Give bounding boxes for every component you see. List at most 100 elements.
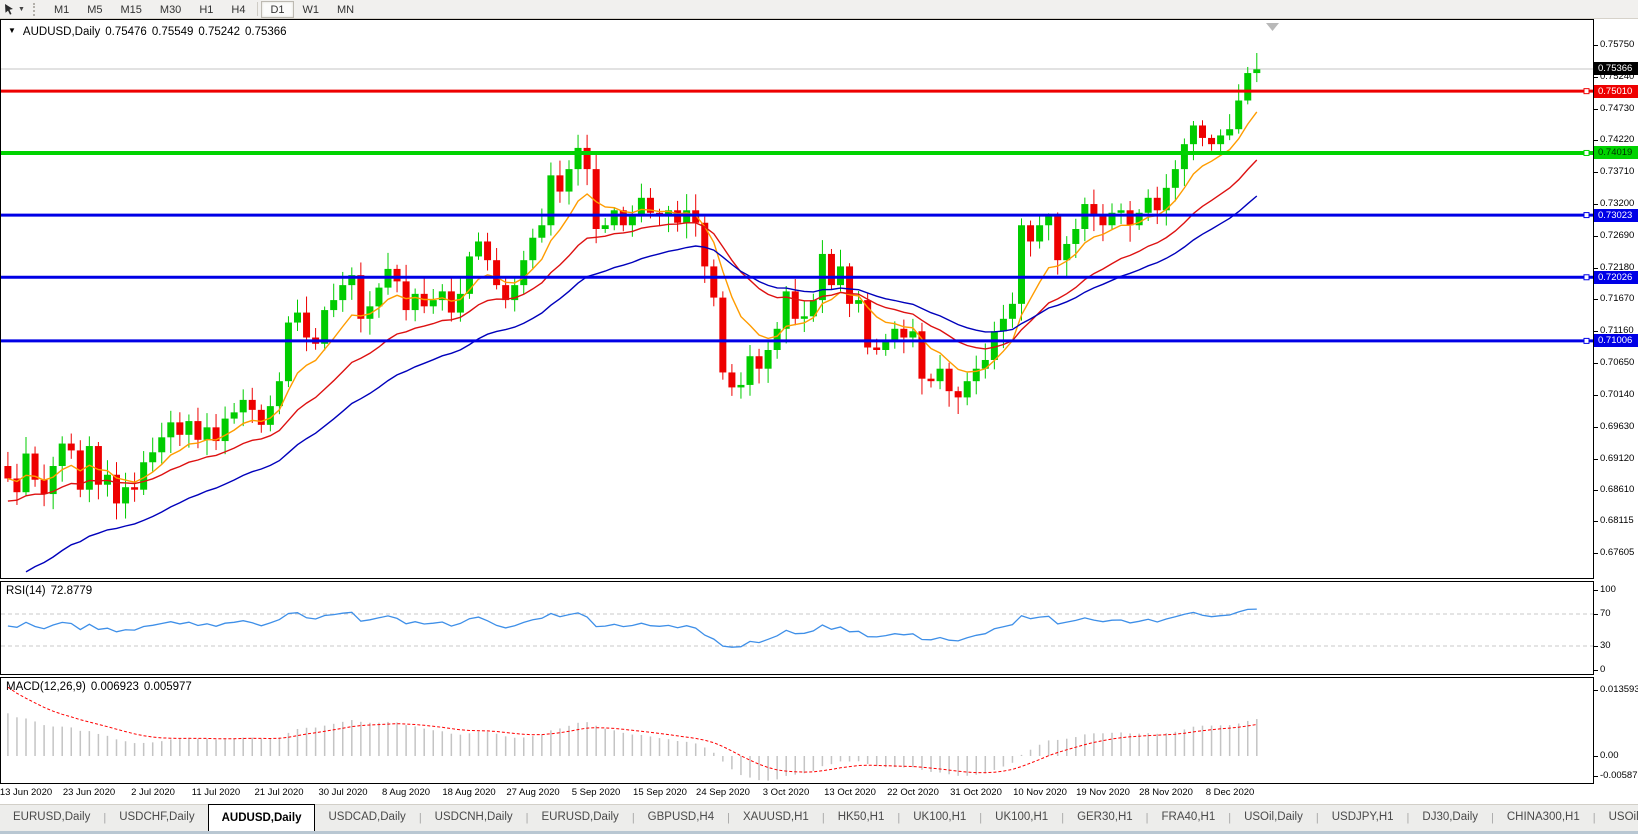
ma-fast-line <box>7 111 1258 483</box>
timeframe-button-w1[interactable]: W1 <box>302 3 320 16</box>
price-axis-tick <box>1594 77 1598 78</box>
toolbar-separator <box>257 2 259 16</box>
timeframe-button-m1[interactable]: M1 <box>53 3 70 16</box>
ma-medium-line <box>7 159 1258 502</box>
timeframe-button-d1[interactable]: D1 <box>261 0 294 18</box>
chart-title: ▼ AUDUSD,Daily 0.75476 0.75549 0.75242 0… <box>8 26 287 38</box>
tab-separator: | <box>525 812 529 824</box>
date-label-24-sep-2020: 24 Sep 2020 <box>696 787 750 798</box>
date-label-23-jun-2020: 23 Jun 2020 <box>62 787 116 798</box>
date-axis: 13 Jun 2020 23 Jun 2020 2 Jul 2020 11 Jul 2… <box>0 785 1594 803</box>
chart-tabbar: EURUSD,Daily | USDCHF,Daily AUDUSD,Daily USD… <box>0 804 1638 831</box>
rsi-label: RSI(14) <box>6 585 46 597</box>
tab-ger30-h1[interactable]: GER30,H1 <box>1077 811 1133 823</box>
data-shift-marker-icon[interactable] <box>1266 23 1279 31</box>
price-axis-tick <box>1594 521 1598 522</box>
tab-fra40-h1[interactable]: FRA40,H1 <box>1161 811 1216 823</box>
tab-usoil-h1[interactable]: USOil,H1 <box>1608 811 1638 823</box>
rsi-line <box>7 608 1257 648</box>
tab-usdcad-daily[interactable]: USDCAD,Daily <box>328 811 406 823</box>
tab-china300-h1[interactable]: CHINA300,H1 <box>1506 811 1580 823</box>
timeframe-button-m15[interactable]: M15 <box>120 3 142 16</box>
rsi-axis-label: 70 <box>1600 608 1611 619</box>
rsi-axis-tick <box>1594 614 1598 615</box>
price-axis-label: 0.74730 <box>1600 103 1635 114</box>
date-label-21-jul-2020: 21 Jul 2020 <box>254 787 304 798</box>
ohlc-high: 0.75549 <box>151 26 194 38</box>
tab-gbpusd-h4[interactable]: GBPUSD,H4 <box>647 811 715 823</box>
tab-audusd-daily[interactable]: AUDUSD,Daily <box>207 804 316 831</box>
rsi-axis-tick <box>1594 670 1598 671</box>
date-label-19-nov-2020: 19 Nov 2020 <box>1076 787 1130 798</box>
macd-panel[interactable] <box>0 677 1594 784</box>
rsi-panel[interactable] <box>0 581 1594 675</box>
tab-uk100-h1[interactable]: UK100,H1 <box>913 811 967 823</box>
date-label-15-sep-2020: 15 Sep 2020 <box>633 787 687 798</box>
date-label-31-oct-2020: 31 Oct 2020 <box>950 787 1002 798</box>
price-axis-label: 0.73200 <box>1600 198 1635 209</box>
price-axis-label: 0.69630 <box>1600 421 1635 432</box>
price-axis-label: 0.69120 <box>1600 453 1635 464</box>
tab-hk50-h1[interactable]: HK50,H1 <box>837 811 885 823</box>
timeframe-button-m5[interactable]: M5 <box>87 3 103 16</box>
price-axis-tick <box>1594 236 1598 237</box>
timeframe-button-m30[interactable]: M30 <box>159 3 182 16</box>
ohlc-open: 0.75476 <box>105 26 147 38</box>
tab-eurusd-daily[interactable]: EURUSD,Daily <box>541 811 619 823</box>
date-label-2-jul-2020: 2 Jul 2020 <box>131 787 175 798</box>
chart-symbol: AUDUSD,Daily <box>22 26 101 38</box>
macd-main-value: 0.006923 <box>90 681 139 693</box>
main-chart[interactable] <box>0 19 1594 579</box>
pointer-icon[interactable] <box>4 3 15 15</box>
macd-signal-value: 0.005977 <box>143 681 192 693</box>
date-label-11-jul-2020: 11 Jul 2020 <box>191 787 241 798</box>
rsi-axis-tick <box>1594 646 1598 647</box>
price-badge-0.71006: 0.71006 <box>1594 334 1638 347</box>
macd-label: MACD(12,26,9) <box>6 681 86 693</box>
price-badge-0.72026: 0.72026 <box>1594 271 1638 284</box>
price-axis-label: 0.75750 <box>1600 39 1635 50</box>
tab-separator: | <box>727 812 730 824</box>
price-axis-label: 0.72690 <box>1600 230 1635 241</box>
tab-uk100-h1[interactable]: UK100,H1 <box>995 811 1049 823</box>
price-badge-0.75010: 0.75010 <box>1594 85 1638 98</box>
pointer-dropdown-icon[interactable]: ▼ <box>18 5 25 13</box>
toolbar-grip[interactable] <box>32 2 39 16</box>
price-axis-tick <box>1594 268 1598 269</box>
chart-title-caret-icon[interactable]: ▼ <box>8 26 16 35</box>
price-axis-tick <box>1594 490 1598 491</box>
macd-signal-line <box>7 686 1257 774</box>
price-axis-label: 0.72180 <box>1600 262 1635 273</box>
rsi-axis-tick <box>1594 590 1598 591</box>
macd-axis-tick <box>1594 776 1598 777</box>
tab-separator: | <box>631 812 635 824</box>
tab-usdcnh-daily[interactable]: USDCNH,Daily <box>434 811 513 823</box>
tab-separator: | <box>1406 812 1410 824</box>
macd-axis-label: 0.013593 <box>1600 684 1638 695</box>
tab-usdjpy-h1[interactable]: USDJPY,H1 <box>1331 811 1394 823</box>
price-axis-tick <box>1594 172 1598 173</box>
tab-xauusd-h1[interactable]: XAUUSD,H1 <box>743 811 809 823</box>
rsi-axis-label: 100 <box>1600 584 1616 595</box>
timeframe-button-mn[interactable]: MN <box>337 3 355 16</box>
tab-separator: | <box>418 812 422 824</box>
price-axis-tick <box>1594 109 1598 110</box>
tab-eurusd-daily[interactable]: EURUSD,Daily <box>13 811 91 823</box>
date-label-28-nov-2020: 28 Nov 2020 <box>1139 787 1193 798</box>
timeframe-button-h1[interactable]: H1 <box>199 3 214 16</box>
tab-dj30-daily[interactable]: DJ30,Daily <box>1422 811 1478 823</box>
date-label-3-oct-2020: 3 Oct 2020 <box>762 787 810 798</box>
rsi-header: RSI(14) 72.8779 <box>6 585 92 597</box>
date-label-8-dec-2020: 8 Dec 2020 <box>1205 787 1255 798</box>
price-axis-tick <box>1594 204 1598 205</box>
price-axis-tick <box>1594 395 1598 396</box>
date-label-13-jun-2020: 13 Jun 2020 <box>0 787 53 798</box>
tab-usoil-daily[interactable]: USOil,Daily <box>1244 811 1303 823</box>
price-axis-label: 0.70650 <box>1600 357 1635 368</box>
tab-usdchf-daily[interactable]: USDCHF,Daily <box>119 811 195 823</box>
date-label-22-oct-2020: 22 Oct 2020 <box>887 787 939 798</box>
macd-axis-label: 0.00 <box>1600 750 1619 761</box>
timeframe-button-h4[interactable]: H4 <box>231 3 246 16</box>
price-axis-tick <box>1594 140 1598 141</box>
price-axis-tick <box>1594 45 1598 46</box>
